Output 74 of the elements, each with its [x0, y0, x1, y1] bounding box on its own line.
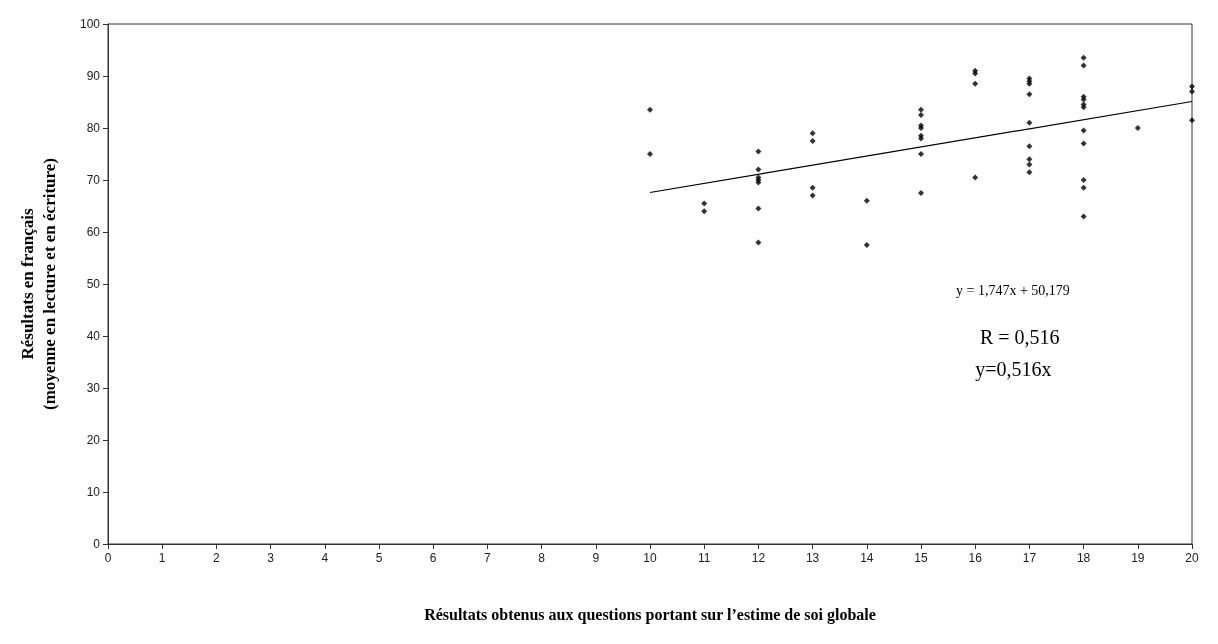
x-tick-label: 0	[104, 551, 112, 565]
point	[972, 174, 979, 181]
x-tick-label: 5	[375, 551, 383, 565]
y-tick-label: 50	[86, 277, 101, 291]
point	[918, 190, 924, 196]
point	[918, 106, 924, 113]
point	[1026, 161, 1033, 168]
x-tick-label: 19	[1131, 551, 1145, 565]
point	[1189, 88, 1195, 95]
point	[1189, 83, 1195, 90]
x-tick-label: 11	[697, 551, 711, 565]
x-tick-label: 9	[592, 551, 600, 565]
point	[647, 151, 653, 157]
y-tick-label: 40	[86, 329, 101, 343]
y-tick-label: 0	[93, 537, 101, 551]
point	[809, 130, 816, 137]
point	[809, 184, 816, 191]
point	[863, 242, 870, 248]
point	[1080, 184, 1087, 191]
point	[701, 208, 708, 215]
point	[1080, 177, 1087, 183]
point	[701, 200, 708, 207]
y-tick-label: 70	[86, 173, 101, 187]
x-tick-label: 17	[1022, 551, 1037, 565]
x-tick-label: 13	[805, 551, 820, 565]
point	[1080, 213, 1087, 220]
x-tick-label: 7	[484, 551, 492, 565]
y-tick-label: 60	[86, 225, 101, 239]
y-axis-title: Résultats en français (moyenne en lecture et en écriture)	[17, 158, 59, 410]
y-tick-label: 10	[86, 485, 101, 499]
x-tick-label: 10	[643, 551, 657, 565]
point	[1026, 169, 1033, 176]
y-tick-label: 30	[86, 381, 101, 395]
annotation: y=0,516x	[975, 357, 1052, 381]
point	[918, 112, 924, 118]
point	[918, 151, 924, 157]
point	[1080, 127, 1087, 134]
point	[809, 192, 816, 199]
point	[1026, 156, 1033, 163]
x-tick-label: 16	[968, 551, 983, 565]
point	[1080, 54, 1087, 61]
annotation: R = 0,516	[980, 326, 1060, 349]
y-tick-label: 20	[86, 433, 101, 447]
y-tick-label: 100	[79, 17, 101, 31]
x-tick-label: 15	[914, 551, 928, 565]
point	[755, 148, 762, 155]
x-tick-label: 12	[751, 551, 766, 565]
y-tick-label: 80	[86, 121, 101, 135]
point	[1026, 119, 1033, 126]
x-tick-label: 8	[538, 551, 546, 565]
x-tick-label: 1	[158, 551, 166, 565]
point	[1080, 62, 1087, 69]
point	[755, 239, 762, 246]
point	[1189, 117, 1195, 124]
point	[647, 106, 653, 113]
x-tick-label: 18	[1076, 551, 1091, 565]
point	[1080, 140, 1087, 147]
point	[755, 205, 762, 212]
x-axis-title: Résultats obtenus aux questions portant sur l’estime de soi globale	[424, 605, 876, 624]
x-tick-label: 14	[860, 551, 874, 565]
point	[1026, 91, 1033, 98]
point	[1026, 143, 1033, 150]
point	[1134, 125, 1141, 131]
y-tick-label: 90	[86, 69, 101, 83]
point	[863, 197, 870, 204]
point	[809, 138, 816, 144]
point	[972, 80, 979, 87]
x-tick-label: 2	[213, 551, 221, 565]
x-tick-label: 3	[267, 551, 275, 565]
x-tick-label: 6	[429, 551, 437, 565]
annotation: y = 1,747x + 50,179	[956, 282, 1070, 298]
x-tick-label: 20	[1185, 551, 1199, 565]
x-tick-label: 4	[321, 551, 329, 565]
point	[755, 166, 762, 173]
